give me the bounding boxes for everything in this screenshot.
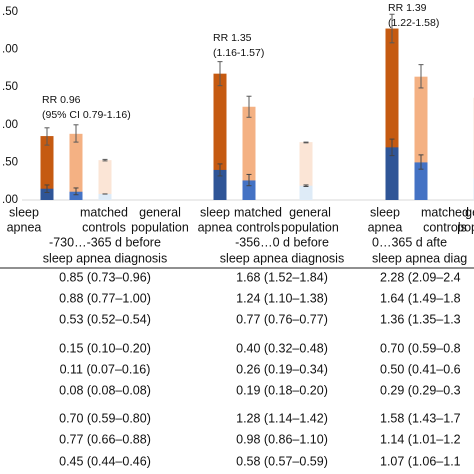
table-cell: 0.29 (0.29–0.3 (380, 383, 461, 397)
table-header: 0…365 d afte (372, 235, 447, 249)
x-tick-label: matched (421, 205, 469, 219)
error-bar (389, 138, 395, 157)
x-tick-label: controls (82, 220, 126, 234)
table-header: -356…0 d before (235, 235, 329, 249)
annotation: RR 1.35 (213, 32, 252, 44)
x-tick-label: apnea (7, 220, 42, 234)
table: -730…-365 d before sleep apnea diagnosis -… (43, 235, 467, 468)
y-tick-label: .50 (2, 156, 18, 168)
table-cell: 0.19 (0.18–0.20) (236, 383, 328, 397)
table-header: -730…-365 d before (49, 235, 161, 249)
table-cell: 0.53 (0.52–0.54) (59, 312, 151, 326)
error-bar (418, 64, 424, 89)
bar (242, 180, 256, 200)
error-bar (44, 127, 50, 146)
annotation: (1.16-1.57) (213, 47, 264, 59)
error-bar (303, 141, 309, 144)
table-cell: 1.07 (1.06–1.1 (380, 454, 461, 468)
table-header: sleep apnea diagnosis (43, 251, 167, 265)
annotation: RR 1.39 (388, 2, 427, 14)
x-tick-label: general (289, 205, 331, 219)
error-bar (418, 154, 424, 170)
table-cell: 0.15 (0.10–0.20) (59, 341, 151, 355)
table-cell: 0.77 (0.66–0.88) (59, 432, 151, 446)
error-bar (246, 173, 252, 187)
table-cell: 1.36 (1.35–1.3 (380, 312, 461, 326)
bar (40, 188, 54, 200)
x-tick-label: population (131, 220, 189, 234)
bar (213, 169, 227, 200)
table-cell: 0.11 (0.07–0.16) (60, 362, 151, 376)
table-cell: 0.26 (0.19–0.34) (236, 362, 328, 376)
annotation: (95% CI 0.79-1.16) (42, 109, 131, 121)
bar (69, 191, 83, 200)
error-bar (73, 187, 79, 196)
bar (213, 73, 227, 200)
table-cell: 0.85 (0.73–0.96) (59, 270, 151, 284)
x-tick-label: sleep (9, 205, 39, 219)
y-tick-label: .00 (2, 119, 18, 131)
table-cell: 0.50 (0.41–0.6 (380, 362, 461, 376)
table-cell: 1.64 (1.49–1.8 (380, 291, 461, 305)
x-tick-label: sleep (200, 205, 230, 219)
bar (385, 147, 399, 200)
table-cell: 1.68 (1.52–1.84) (236, 270, 328, 284)
x-tick-label: controls (236, 220, 280, 234)
y-tick-label: .50 (2, 81, 18, 93)
table-header: sleep apnea diag (372, 251, 467, 265)
table-cell: 0.98 (0.86–1.10) (236, 432, 328, 446)
x-tick-label: sleep (370, 205, 400, 219)
error-bar (389, 13, 395, 44)
annotation: (1.22-1.58) (388, 17, 439, 29)
error-bar (73, 124, 79, 143)
bar (98, 160, 112, 200)
table-cell: 1.24 (1.10–1.38) (236, 291, 328, 305)
x-tick-label: general (465, 205, 474, 219)
table-cell: 0.45 (0.44–0.46) (59, 454, 151, 468)
table-cell: 2.28 (2.09–2.4 (380, 270, 461, 284)
error-bar (217, 61, 223, 87)
bar (299, 185, 313, 200)
table-cell: 0.40 (0.32–0.48) (236, 341, 328, 355)
error-bar (217, 163, 223, 177)
table-cell: 1.58 (1.43–1.7 (380, 411, 461, 425)
bar (414, 162, 428, 200)
y-tick-label: .00 (2, 44, 18, 56)
table-cell: 1.14 (1.01–1.2 (380, 432, 461, 446)
x-tick-label: general (139, 205, 181, 219)
bar (299, 142, 313, 200)
bar (98, 193, 112, 200)
y-tick-label: .00 (2, 194, 18, 206)
bar (242, 106, 256, 200)
x-tick-label: matched (80, 205, 128, 219)
table-cell: 1.28 (1.14–1.42) (236, 411, 328, 425)
table-cell: 0.58 (0.57–0.59) (236, 454, 328, 468)
x-tick-label: population (457, 220, 474, 234)
error-bar (44, 184, 50, 193)
x-tick-label: apnea (368, 220, 403, 234)
table-cell: 0.70 (0.59–0.80) (59, 411, 151, 425)
bar (69, 133, 83, 200)
table-cell: 0.08 (0.08–0.08) (59, 383, 151, 397)
y-tick-label: .50 (2, 6, 18, 18)
x-tick-label: population (281, 220, 339, 234)
annotation: RR 0.96 (42, 94, 81, 106)
error-bar (102, 158, 108, 162)
table-cell: 0.77 (0.76–0.77) (236, 312, 328, 326)
table-header: sleep apnea diagnosis (220, 251, 344, 265)
x-tick-label: matched (234, 205, 282, 219)
x-tick-label: controls (423, 220, 467, 234)
error-bar (246, 95, 252, 118)
table-cell: 0.70 (0.59–0.8 (380, 341, 461, 355)
x-tick-label: apnea (198, 220, 233, 234)
table-cell: 0.88 (0.77–1.00) (59, 291, 151, 305)
bar (40, 136, 54, 200)
error-bar (303, 184, 309, 187)
